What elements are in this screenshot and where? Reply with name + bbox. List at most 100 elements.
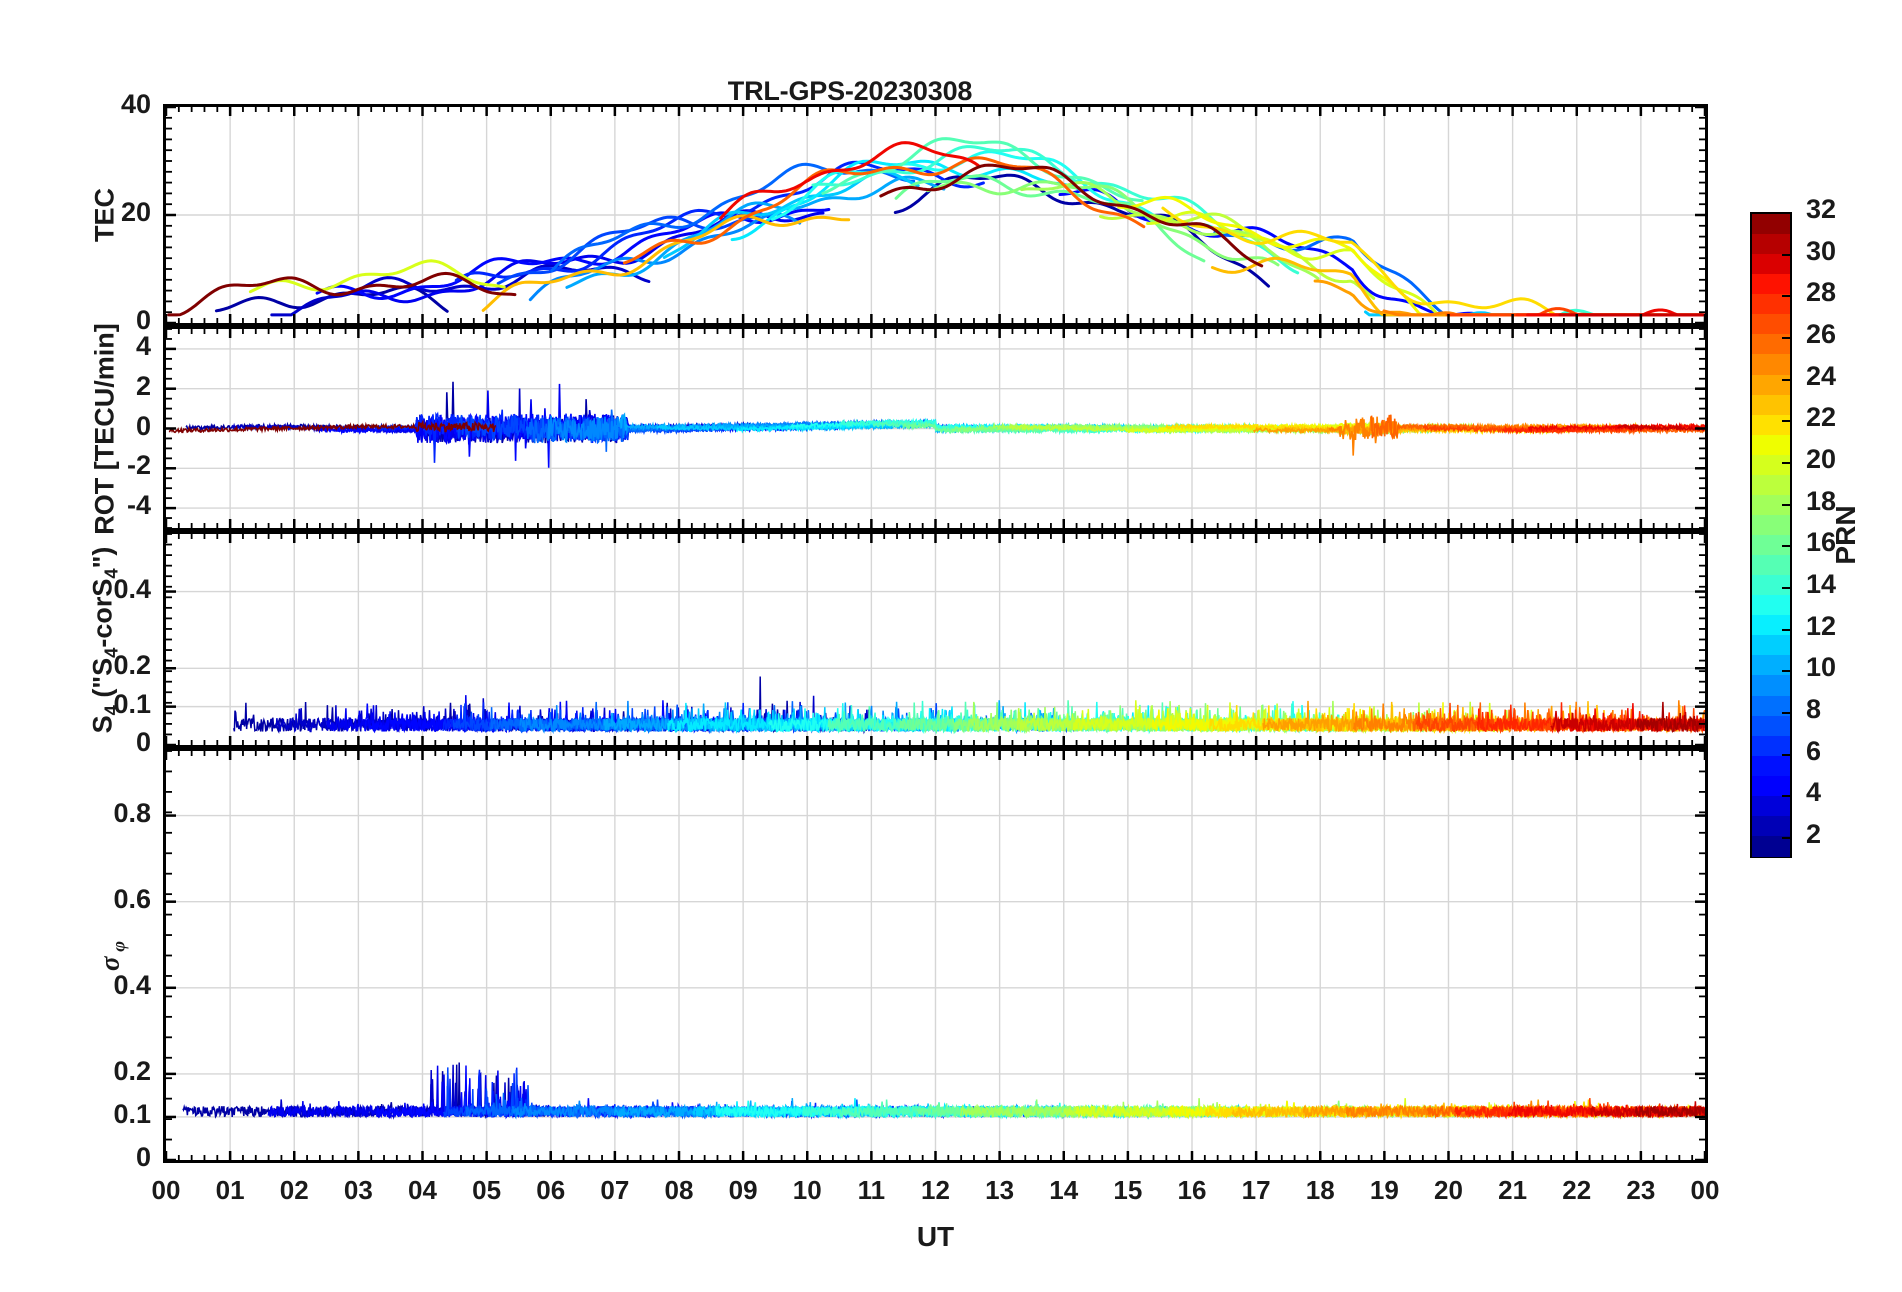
colorbar-tick-28: 28	[1806, 277, 1837, 308]
colorbar-tick-30: 30	[1806, 235, 1837, 266]
colorbar-tick-20: 20	[1806, 444, 1837, 475]
colorbar-segment	[1752, 394, 1790, 416]
xtick-22: 22	[1562, 1175, 1592, 1205]
xtick-15: 15	[1113, 1175, 1143, 1205]
colorbar-segment	[1752, 835, 1790, 857]
colorbar-segment	[1752, 755, 1790, 777]
colorbar-segment	[1752, 575, 1790, 597]
ytick-rot-0: 0	[135, 410, 151, 441]
colorbar-segment	[1752, 715, 1790, 737]
ytick-sigma_phi-0p4: 0.4	[113, 969, 151, 1000]
xtick-10: 10	[792, 1175, 822, 1205]
xtick-18: 18	[1305, 1175, 1335, 1205]
colorbar-tick-32: 32	[1806, 194, 1837, 224]
xtick-0: 00	[151, 1175, 181, 1205]
ytick-rot-neg2: -2	[126, 450, 151, 481]
colorbar-segment	[1752, 635, 1790, 657]
colorbar-segment	[1752, 234, 1790, 256]
colorbar-segment	[1752, 374, 1790, 396]
colorbar-tick-14: 14	[1806, 569, 1837, 600]
colorbar-tickmark	[1782, 795, 1791, 798]
colorbar-tickmark	[1782, 837, 1791, 840]
colorbar-segment	[1752, 434, 1790, 456]
xtick-20: 20	[1434, 1175, 1463, 1205]
ytick-s4-0p1: 0.1	[113, 688, 151, 719]
colorbar-tick-24: 24	[1806, 360, 1837, 391]
colorbar-tick-18: 18	[1806, 485, 1837, 516]
colorbar-segment	[1752, 595, 1790, 617]
colorbar-tick-12: 12	[1806, 610, 1837, 641]
colorbar-tick-2: 2	[1806, 819, 1822, 850]
colorbar-segment	[1752, 655, 1790, 677]
ytick-sigma_phi-0p2: 0.2	[113, 1055, 151, 1086]
xtick-13: 13	[985, 1175, 1015, 1205]
xtick-19: 19	[1369, 1175, 1399, 1205]
colorbar-tickmark	[1782, 628, 1791, 631]
colorbar-tick-8: 8	[1806, 694, 1822, 725]
ytick-tec-0: 0	[135, 305, 151, 335]
ylabel-s4: S4 ("S4-corS4")	[87, 546, 122, 733]
ytick-sigma_phi-0p6: 0.6	[113, 883, 151, 914]
ytick-sigma_phi-0p1: 0.1	[113, 1098, 151, 1129]
colorbar-tick-16: 16	[1806, 527, 1837, 558]
xtick-11: 11	[857, 1175, 886, 1205]
ylabel-rot: ROT [TECU/min]	[89, 322, 120, 535]
colorbar-segment	[1752, 675, 1790, 697]
xtick-7: 07	[600, 1175, 630, 1205]
colorbar-tick-6: 6	[1806, 735, 1822, 766]
colorbar-segment	[1752, 214, 1790, 236]
colorbar-segment	[1752, 454, 1790, 476]
xtick-17: 17	[1241, 1175, 1271, 1205]
panel-rot	[163, 326, 1708, 531]
xtick-24: 00	[1690, 1175, 1720, 1205]
ytick-tec-40: 40	[120, 89, 151, 119]
xtick-21: 21	[1498, 1175, 1528, 1205]
xtick-4: 04	[408, 1175, 437, 1205]
panel-tec	[163, 104, 1708, 326]
panel-sigma_phi	[163, 748, 1708, 1163]
colorbar-tickmark	[1782, 420, 1791, 423]
colorbar-segment	[1752, 815, 1790, 837]
ytick-sigma_phi-0: 0	[135, 1142, 151, 1172]
colorbar-segment	[1752, 735, 1790, 757]
panel-s4	[163, 531, 1708, 748]
ytick-rot-4: 4	[135, 330, 151, 361]
ytick-tec-20: 20	[120, 197, 151, 227]
colorbar-segment	[1752, 274, 1790, 296]
colorbar-segment	[1752, 795, 1790, 817]
figure-title: TRL-GPS-20230308	[727, 76, 973, 106]
ytick-s4-0: 0	[135, 727, 151, 757]
colorbar	[1750, 212, 1792, 858]
colorbar-segment	[1752, 555, 1790, 577]
xtick-23: 23	[1626, 1175, 1656, 1205]
colorbar-segment	[1752, 775, 1790, 797]
xtick-8: 08	[664, 1175, 694, 1205]
ylabel-tec: TEC	[89, 188, 120, 242]
colorbar-tickmark	[1782, 295, 1791, 298]
colorbar-tickmark	[1782, 253, 1791, 256]
xtick-2: 02	[279, 1175, 309, 1205]
colorbar-tickmark	[1782, 462, 1791, 465]
colorbar-tick-26: 26	[1806, 319, 1837, 350]
ytick-rot-neg4: -4	[126, 490, 151, 521]
xtick-3: 03	[343, 1175, 373, 1205]
colorbar-segment	[1752, 494, 1790, 516]
colorbar-segment	[1752, 314, 1790, 336]
colorbar-tickmark	[1782, 503, 1791, 506]
colorbar-segment	[1752, 695, 1790, 717]
colorbar-segment	[1752, 294, 1790, 316]
colorbar-segment	[1752, 354, 1790, 376]
colorbar-tickmark	[1782, 545, 1791, 548]
colorbar-segment	[1752, 254, 1790, 276]
ytick-s4-0p4: 0.4	[113, 573, 151, 604]
xtick-9: 09	[728, 1175, 758, 1205]
xtick-16: 16	[1177, 1175, 1207, 1205]
colorbar-tick-22: 22	[1806, 402, 1837, 433]
colorbar-tickmark	[1782, 212, 1791, 214]
colorbar-tickmark	[1782, 753, 1791, 756]
colorbar-segment	[1752, 615, 1790, 637]
xtick-14: 14	[1049, 1175, 1079, 1205]
xtick-1: 01	[215, 1175, 245, 1205]
xtick-12: 12	[921, 1175, 950, 1205]
